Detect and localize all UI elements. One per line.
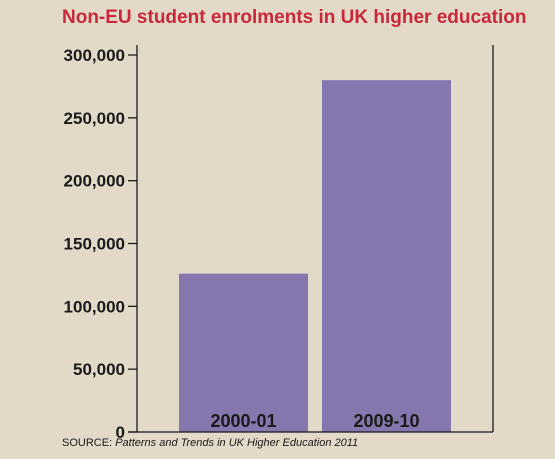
plot-area: 0 50,000 100,000 150,000 200,000 250,000 300,0…	[64, 45, 494, 442]
chart-title: Non-EU student enrolments in UK higher e…	[62, 7, 526, 28]
category-label: 2009-10	[353, 411, 419, 431]
chart-source: SOURCE: Patterns and Trends in UK Higher…	[62, 437, 358, 449]
y-tick-label: 50,000	[73, 360, 125, 379]
source-title: Patterns and Trends in UK Higher Educati…	[115, 437, 358, 449]
y-tick-label: 250,000	[64, 109, 125, 128]
category-label: 2000-01	[210, 411, 276, 431]
y-tick-label: 300,000	[64, 46, 125, 65]
y-tick-label: 100,000	[64, 297, 125, 316]
y-tick-label: 200,000	[64, 172, 125, 191]
source-prefix: SOURCE:	[62, 437, 115, 449]
bar	[322, 80, 451, 432]
y-tick-label: 150,000	[64, 235, 125, 254]
bar	[179, 273, 308, 432]
y-tick-label: 0	[116, 423, 125, 442]
